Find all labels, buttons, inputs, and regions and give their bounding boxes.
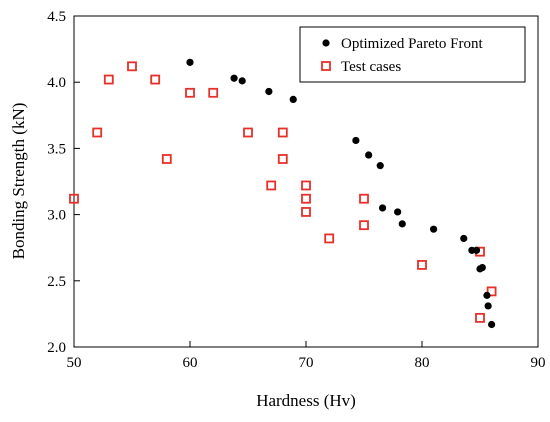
pareto-front-point [378,204,387,212]
legend: Optimized Pareto Front Test cases [299,26,526,83]
y-tick-label: 2.0 [47,340,66,356]
pareto-front-point [186,58,194,66]
test-case-point [301,180,311,191]
y-tick-label: 2.5 [47,274,66,290]
pareto-front-point [430,225,438,233]
test-case-point [69,193,79,204]
test-case-point [208,87,219,98]
pareto-front-point [352,136,360,145]
legend-box [299,26,526,83]
pareto-front-point [488,320,496,329]
pareto-front-point [398,220,406,228]
test-case-point [359,193,369,204]
x-tick-label: 50 [67,355,82,371]
pareto-front-point [394,208,402,216]
test-case-point [475,312,485,323]
test-case-point [301,193,311,204]
test-case-point [277,154,288,164]
test-case-point [150,74,161,85]
test-case-point [161,154,172,164]
x-tick-label: 70 [299,355,314,371]
pareto-front-point [376,162,384,170]
x-tick-label: 60 [183,355,198,371]
test-case-point [103,74,114,85]
tick-marks [73,15,539,348]
y-axis-title: Bonding Strength (kN) [9,103,28,260]
y-tick-label: 4.5 [47,9,66,25]
x-axis-title: Hardness (Hv) [256,391,356,410]
test-case-point [266,180,277,191]
pareto-front-point [238,77,246,85]
test-case-point [301,207,311,217]
test-case-point [277,127,288,138]
legend-label-pareto: Optimized Pareto Front [341,36,483,52]
legend-label-test: Test cases [341,59,401,75]
test-case-point [185,87,195,98]
pareto-front-point [483,291,491,299]
test-case-point [243,127,253,138]
pareto-front-point [289,95,297,104]
data-points [69,58,497,329]
pareto-front-point [484,302,492,310]
pareto-front-point [460,234,468,243]
test-case-point [359,220,369,231]
tick-labels: 50 60 70 80 90 2.0 2.5 3.0 3.5 4.0 4.5 [47,9,545,371]
legend-marker-test [321,61,331,71]
test-case-point [324,233,335,244]
pareto-front-point [230,74,238,82]
x-tick-label: 90 [531,355,546,371]
test-case-point [417,260,427,270]
x-tick-label: 80 [415,355,430,371]
pareto-front-point [265,87,273,96]
pareto-front-point [472,246,481,254]
test-case-point [486,286,497,297]
y-tick-label: 4.0 [47,75,66,91]
legend-marker-pareto [322,39,330,47]
y-tick-label: 3.0 [47,208,66,224]
test-case-point [127,61,137,72]
test-case-point [92,127,103,138]
pareto-front-point [365,151,373,159]
pareto-front-point [478,263,486,272]
y-tick-label: 3.5 [47,141,66,157]
